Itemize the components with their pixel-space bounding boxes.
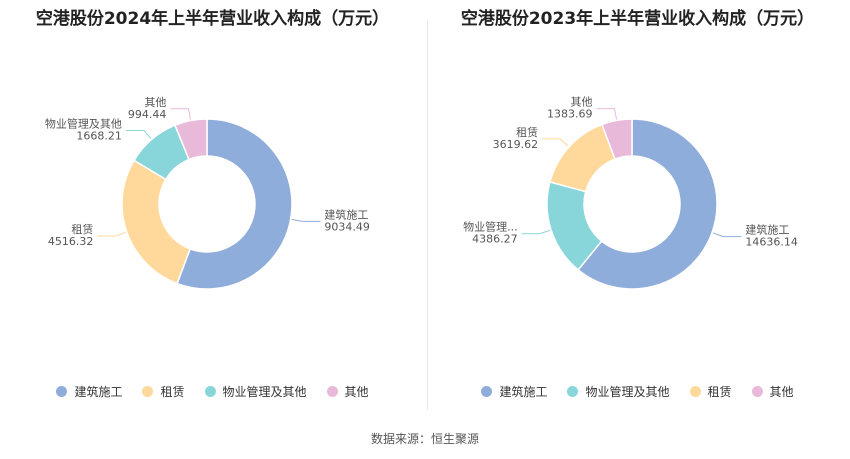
legend-item[interactable]: 租赁	[142, 383, 185, 400]
label-leader-line	[125, 129, 152, 140]
legend-label: 物业管理及其他	[585, 385, 670, 399]
legend-label: 其他	[769, 385, 794, 399]
legend-dot-icon	[567, 386, 579, 397]
legend-label: 建筑施工	[74, 385, 123, 399]
legend-label: 其他	[344, 385, 369, 399]
label-leader-line	[712, 232, 742, 238]
label-leader-line	[170, 108, 192, 120]
donut-slice-3[interactable]	[600, 118, 633, 161]
legend-dot-icon	[204, 386, 216, 397]
label-leader-line	[596, 108, 618, 120]
legend-item[interactable]: 物业管理及其他	[567, 383, 670, 400]
slice-label-value: 4516.32	[48, 235, 94, 248]
legend-label: 租赁	[160, 385, 185, 399]
slice-label-name: 物业管理...	[463, 220, 518, 234]
legend-label: 建筑施工	[499, 385, 548, 399]
legend-dot-icon	[481, 386, 493, 397]
donut-slice-3[interactable]	[174, 118, 208, 161]
donut-slice-0[interactable]	[577, 118, 718, 290]
data-source-note: 数据来源：恒生聚源	[370, 432, 479, 446]
slice-label-value: 994.44	[128, 108, 167, 121]
label-leader-line	[521, 229, 551, 235]
slice-label-name: 租赁	[516, 125, 538, 139]
chart-panel-2024: 空港股份2024年上半年营业收入构成（万元） 建筑施工 9034.49 租赁 4516…	[0, 0, 425, 420]
legend-2023: 建筑施工 物业管理及其他 租赁 其他	[425, 383, 850, 400]
legend-label: 物业管理及其他	[222, 385, 307, 399]
slice-label-value: 9034.49	[324, 220, 370, 233]
slice-label-value: 14636.14	[745, 236, 798, 249]
legend-item[interactable]: 其他	[326, 383, 369, 400]
legend-label: 租赁	[707, 385, 732, 399]
legend-dot-icon	[326, 386, 338, 397]
slice-label-value: 1383.69	[547, 108, 593, 121]
label-leader-line	[291, 218, 321, 222]
legend-item[interactable]: 物业管理及其他	[204, 383, 307, 400]
legend-item[interactable]: 建筑施工	[481, 383, 547, 400]
legend-dot-icon	[56, 386, 68, 397]
panel-divider	[427, 20, 428, 410]
legend-item[interactable]: 建筑施工	[56, 383, 122, 400]
legend-dot-icon	[689, 386, 701, 397]
slice-label-value: 3619.62	[493, 138, 539, 151]
legend-dot-icon	[142, 386, 154, 397]
slice-label-name: 其他	[144, 96, 166, 109]
chart-title-2023: 空港股份2023年上半年营业收入构成（万元）	[460, 9, 815, 29]
legend-item[interactable]: 租赁	[689, 383, 732, 400]
chart-panel-2023: 空港股份2023年上半年营业收入构成（万元） 建筑施工 14636.14 物业管理.…	[425, 0, 850, 420]
slice-label-value: 4386.27	[472, 233, 518, 246]
label-leader-line	[542, 138, 569, 147]
donut-slice-1[interactable]	[121, 159, 192, 285]
donut-slice-0[interactable]	[176, 118, 293, 290]
slice-label-name: 建筑施工	[324, 207, 368, 221]
slice-label-name: 物业管理及其他	[45, 116, 122, 130]
slice-label-name: 租赁	[71, 222, 93, 236]
slice-label-name: 建筑施工	[745, 223, 789, 237]
legend-item[interactable]: 其他	[751, 383, 794, 400]
legend-dot-icon	[751, 386, 763, 397]
label-leader-line	[97, 231, 126, 237]
legend-2024: 建筑施工 租赁 物业管理及其他 其他	[0, 383, 425, 400]
slice-label-value: 1668.21	[76, 129, 122, 142]
slice-label-name: 其他	[571, 96, 593, 109]
chart-title-2024: 空港股份2024年上半年营业收入构成（万元）	[35, 9, 390, 29]
